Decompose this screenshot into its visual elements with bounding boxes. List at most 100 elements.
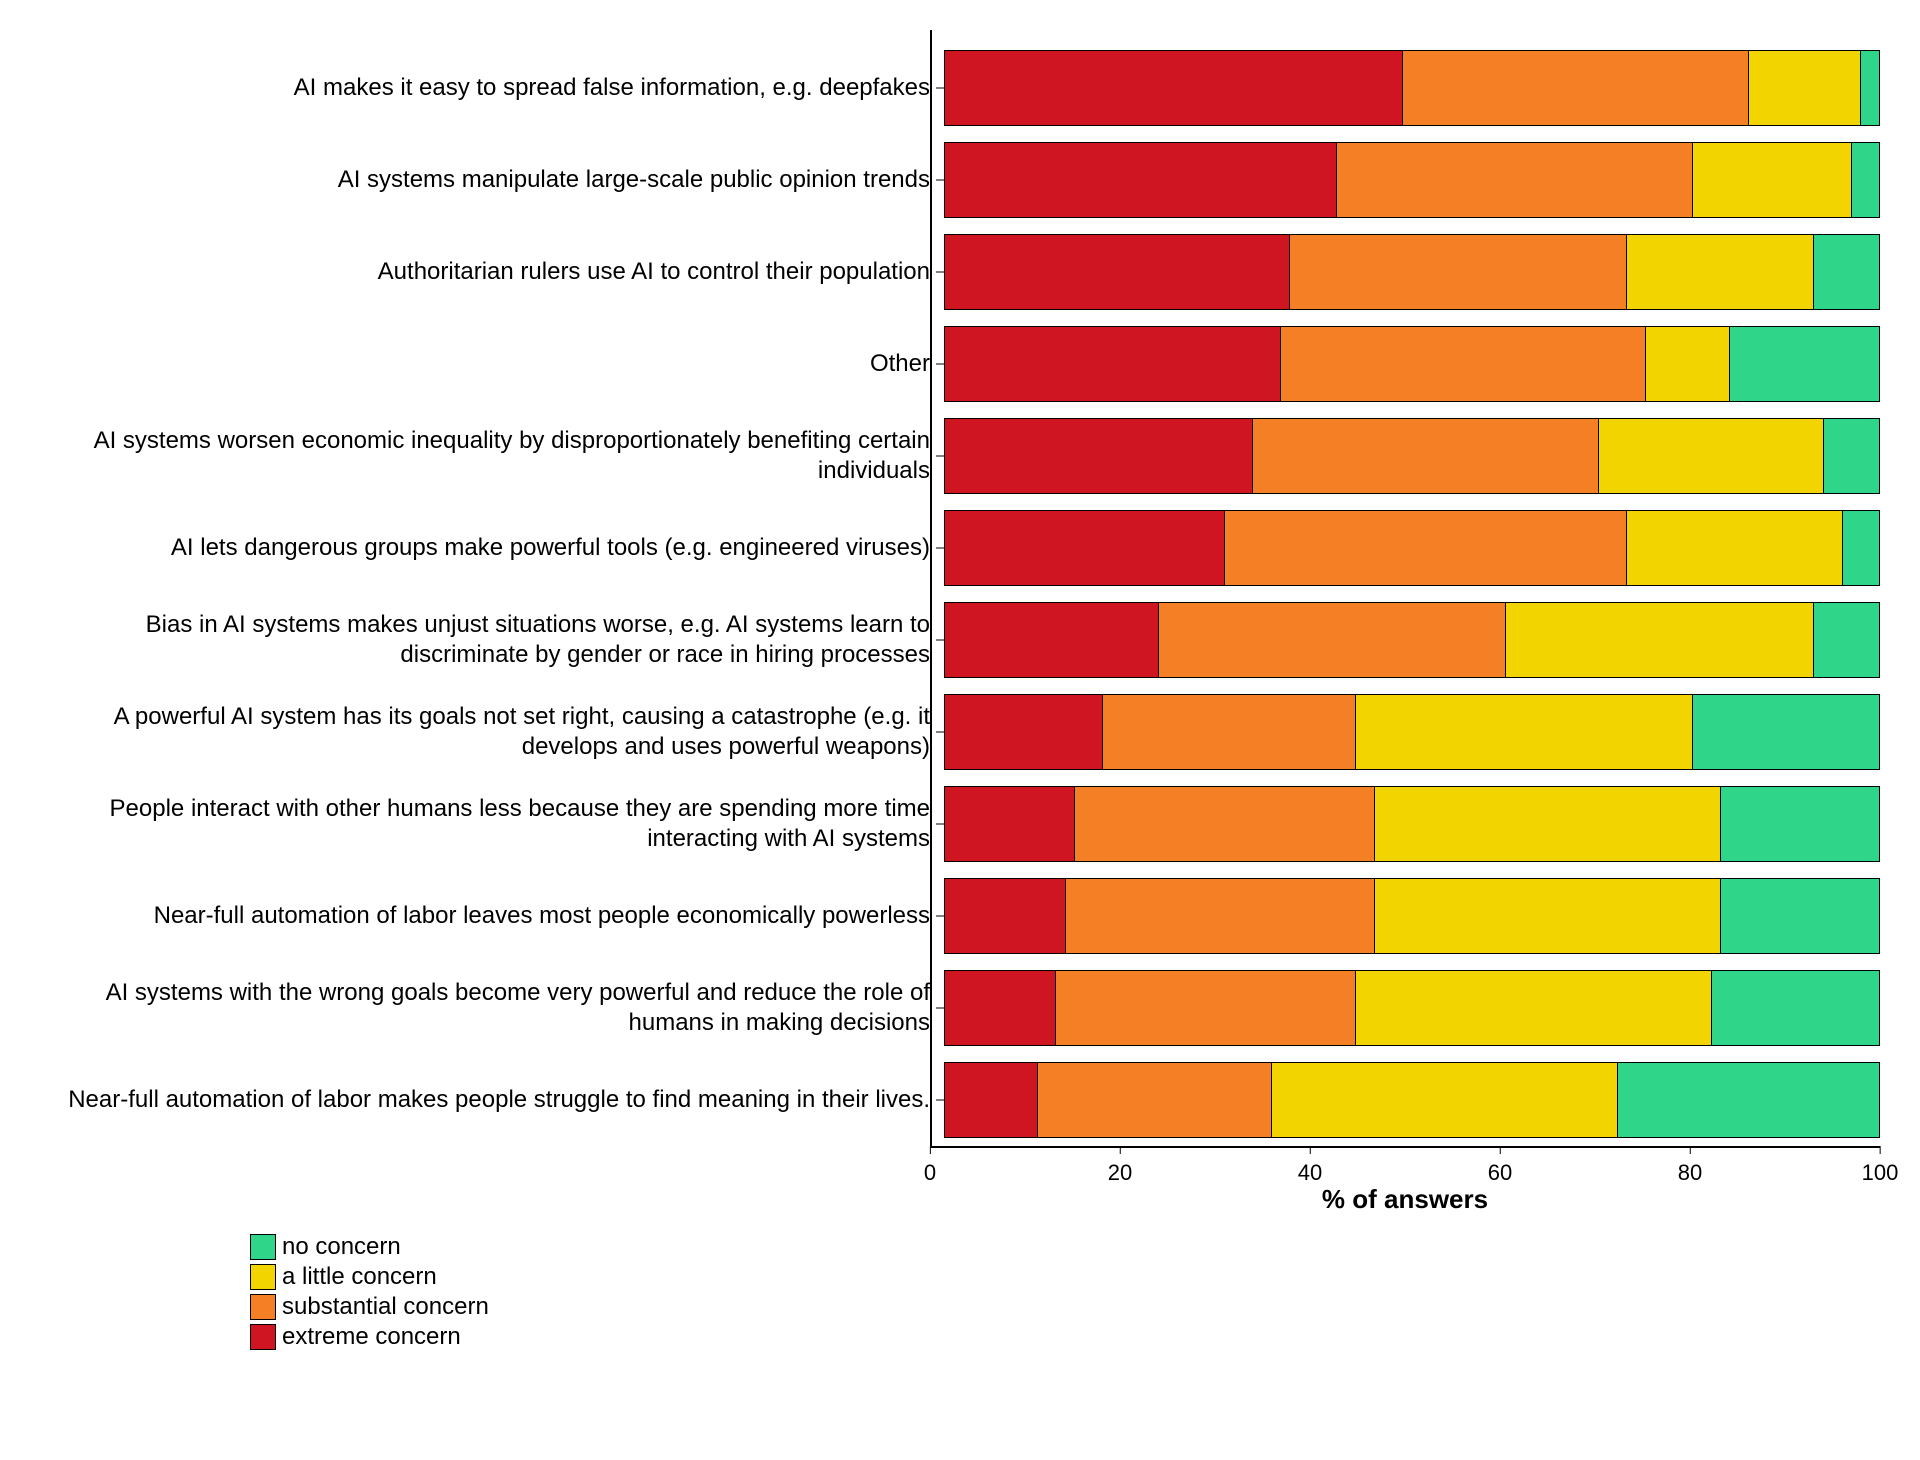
category-label: Near-full automation of labor leaves mos… xyxy=(40,870,944,962)
bar-cell xyxy=(944,42,1880,134)
bar-cell xyxy=(944,134,1880,226)
bar-segment-extreme xyxy=(944,326,1281,402)
bar-segment-extreme xyxy=(944,786,1075,862)
stacked-bar xyxy=(944,142,1880,218)
y-tick xyxy=(936,180,944,181)
category-label: AI makes it easy to spread false informa… xyxy=(40,42,944,134)
y-tick xyxy=(936,1008,944,1009)
y-tick xyxy=(936,364,944,365)
x-tick-label: 40 xyxy=(1298,1160,1322,1186)
stacked-bar xyxy=(944,510,1880,586)
x-tick-mark xyxy=(1689,1146,1690,1154)
bar-segment-no_concern xyxy=(1721,878,1880,954)
table-row: AI systems worsen economic inequality by… xyxy=(40,410,1880,502)
x-tick-mark xyxy=(1499,1146,1500,1154)
stacked-bar xyxy=(944,326,1880,402)
table-row: Authoritarian rulers use AI to control t… xyxy=(40,226,1880,318)
table-row: AI systems manipulate large-scale public… xyxy=(40,134,1880,226)
bar-segment-substantial xyxy=(1290,234,1627,310)
x-axis-line xyxy=(930,1146,1880,1148)
bar-segment-substantial xyxy=(1038,1062,1272,1138)
stacked-bar xyxy=(944,878,1880,954)
legend-item-no_concern: no concern xyxy=(250,1233,1880,1261)
bar-segment-no_concern xyxy=(1712,970,1880,1046)
x-tick-label: 80 xyxy=(1678,1160,1702,1186)
y-tick xyxy=(936,640,944,641)
bar-segment-no_concern xyxy=(1824,418,1880,494)
bar-segment-substantial xyxy=(1075,786,1375,862)
bar-segment-no_concern xyxy=(1730,326,1880,402)
bar-segment-extreme xyxy=(944,1062,1038,1138)
bar-segment-extreme xyxy=(944,418,1253,494)
category-label: People interact with other humans less b… xyxy=(40,778,944,870)
table-row: Near-full automation of labor leaves mos… xyxy=(40,870,1880,962)
category-label: Other xyxy=(40,318,944,410)
y-tick xyxy=(936,88,944,89)
table-row: Near-full automation of labor makes peop… xyxy=(40,1054,1880,1146)
bar-segment-substantial xyxy=(1403,50,1749,126)
bar-cell xyxy=(944,870,1880,962)
y-tick xyxy=(936,1100,944,1101)
bar-segment-a_little xyxy=(1693,142,1852,218)
stacked-bar xyxy=(944,602,1880,678)
legend-label: extreme concern xyxy=(282,1323,461,1351)
bar-segment-a_little xyxy=(1627,234,1814,310)
bar-cell xyxy=(944,778,1880,870)
y-tick xyxy=(936,456,944,457)
bar-segment-substantial xyxy=(1103,694,1356,770)
category-label: Bias in AI systems makes unjust situatio… xyxy=(40,594,944,686)
table-row: People interact with other humans less b… xyxy=(40,778,1880,870)
category-label: AI systems manipulate large-scale public… xyxy=(40,134,944,226)
bar-segment-substantial xyxy=(1225,510,1627,586)
stacked-bar xyxy=(944,786,1880,862)
bar-segment-no_concern xyxy=(1814,602,1880,678)
bar-segment-substantial xyxy=(1281,326,1646,402)
stacked-bar xyxy=(944,50,1880,126)
bar-segment-substantial xyxy=(1337,142,1693,218)
stacked-bar xyxy=(944,970,1880,1046)
bar-segment-no_concern xyxy=(1852,142,1880,218)
bar-segment-a_little xyxy=(1506,602,1815,678)
table-row: AI systems with the wrong goals become v… xyxy=(40,962,1880,1054)
legend-label: no concern xyxy=(282,1233,401,1261)
stacked-bar xyxy=(944,1062,1880,1138)
bar-segment-a_little xyxy=(1375,786,1721,862)
bar-rows: AI makes it easy to spread false informa… xyxy=(40,30,1880,1146)
x-axis-title: % of answers xyxy=(930,1184,1880,1215)
concern-stacked-bar-chart: AI makes it easy to spread false informa… xyxy=(40,30,1880,1351)
x-tick-mark xyxy=(930,1146,931,1154)
category-label: AI systems worsen economic inequality by… xyxy=(40,410,944,502)
bar-segment-a_little xyxy=(1272,1062,1618,1138)
bar-segment-extreme xyxy=(944,970,1056,1046)
x-tick-label: 20 xyxy=(1108,1160,1132,1186)
legend-item-extreme: extreme concern xyxy=(250,1323,1880,1351)
x-tick: 60 xyxy=(1488,1146,1512,1186)
bar-segment-a_little xyxy=(1599,418,1824,494)
legend-item-a_little: a little concern xyxy=(250,1263,1880,1291)
bar-segment-no_concern xyxy=(1814,234,1880,310)
legend-label: substantial concern xyxy=(282,1293,489,1321)
bar-segment-substantial xyxy=(1159,602,1505,678)
legend: no concerna little concernsubstantial co… xyxy=(250,1233,1880,1351)
x-tick-label: 0 xyxy=(924,1160,936,1186)
x-tick: 20 xyxy=(1108,1146,1132,1186)
bar-segment-a_little xyxy=(1356,970,1712,1046)
bar-segment-no_concern xyxy=(1843,510,1880,586)
y-tick xyxy=(936,824,944,825)
table-row: A powerful AI system has its goals not s… xyxy=(40,686,1880,778)
bar-segment-substantial xyxy=(1253,418,1599,494)
stacked-bar xyxy=(944,694,1880,770)
legend-swatch xyxy=(250,1264,276,1290)
x-tick: 80 xyxy=(1678,1146,1702,1186)
y-tick xyxy=(936,272,944,273)
x-tick-mark xyxy=(1880,1146,1881,1154)
category-label: Near-full automation of labor makes peop… xyxy=(40,1054,944,1146)
bar-cell xyxy=(944,318,1880,410)
legend-swatch xyxy=(250,1234,276,1260)
bar-segment-no_concern xyxy=(1861,50,1880,126)
x-tick: 40 xyxy=(1298,1146,1322,1186)
y-tick xyxy=(936,732,944,733)
bar-cell xyxy=(944,226,1880,318)
bar-segment-substantial xyxy=(1066,878,1375,954)
bar-cell xyxy=(944,686,1880,778)
